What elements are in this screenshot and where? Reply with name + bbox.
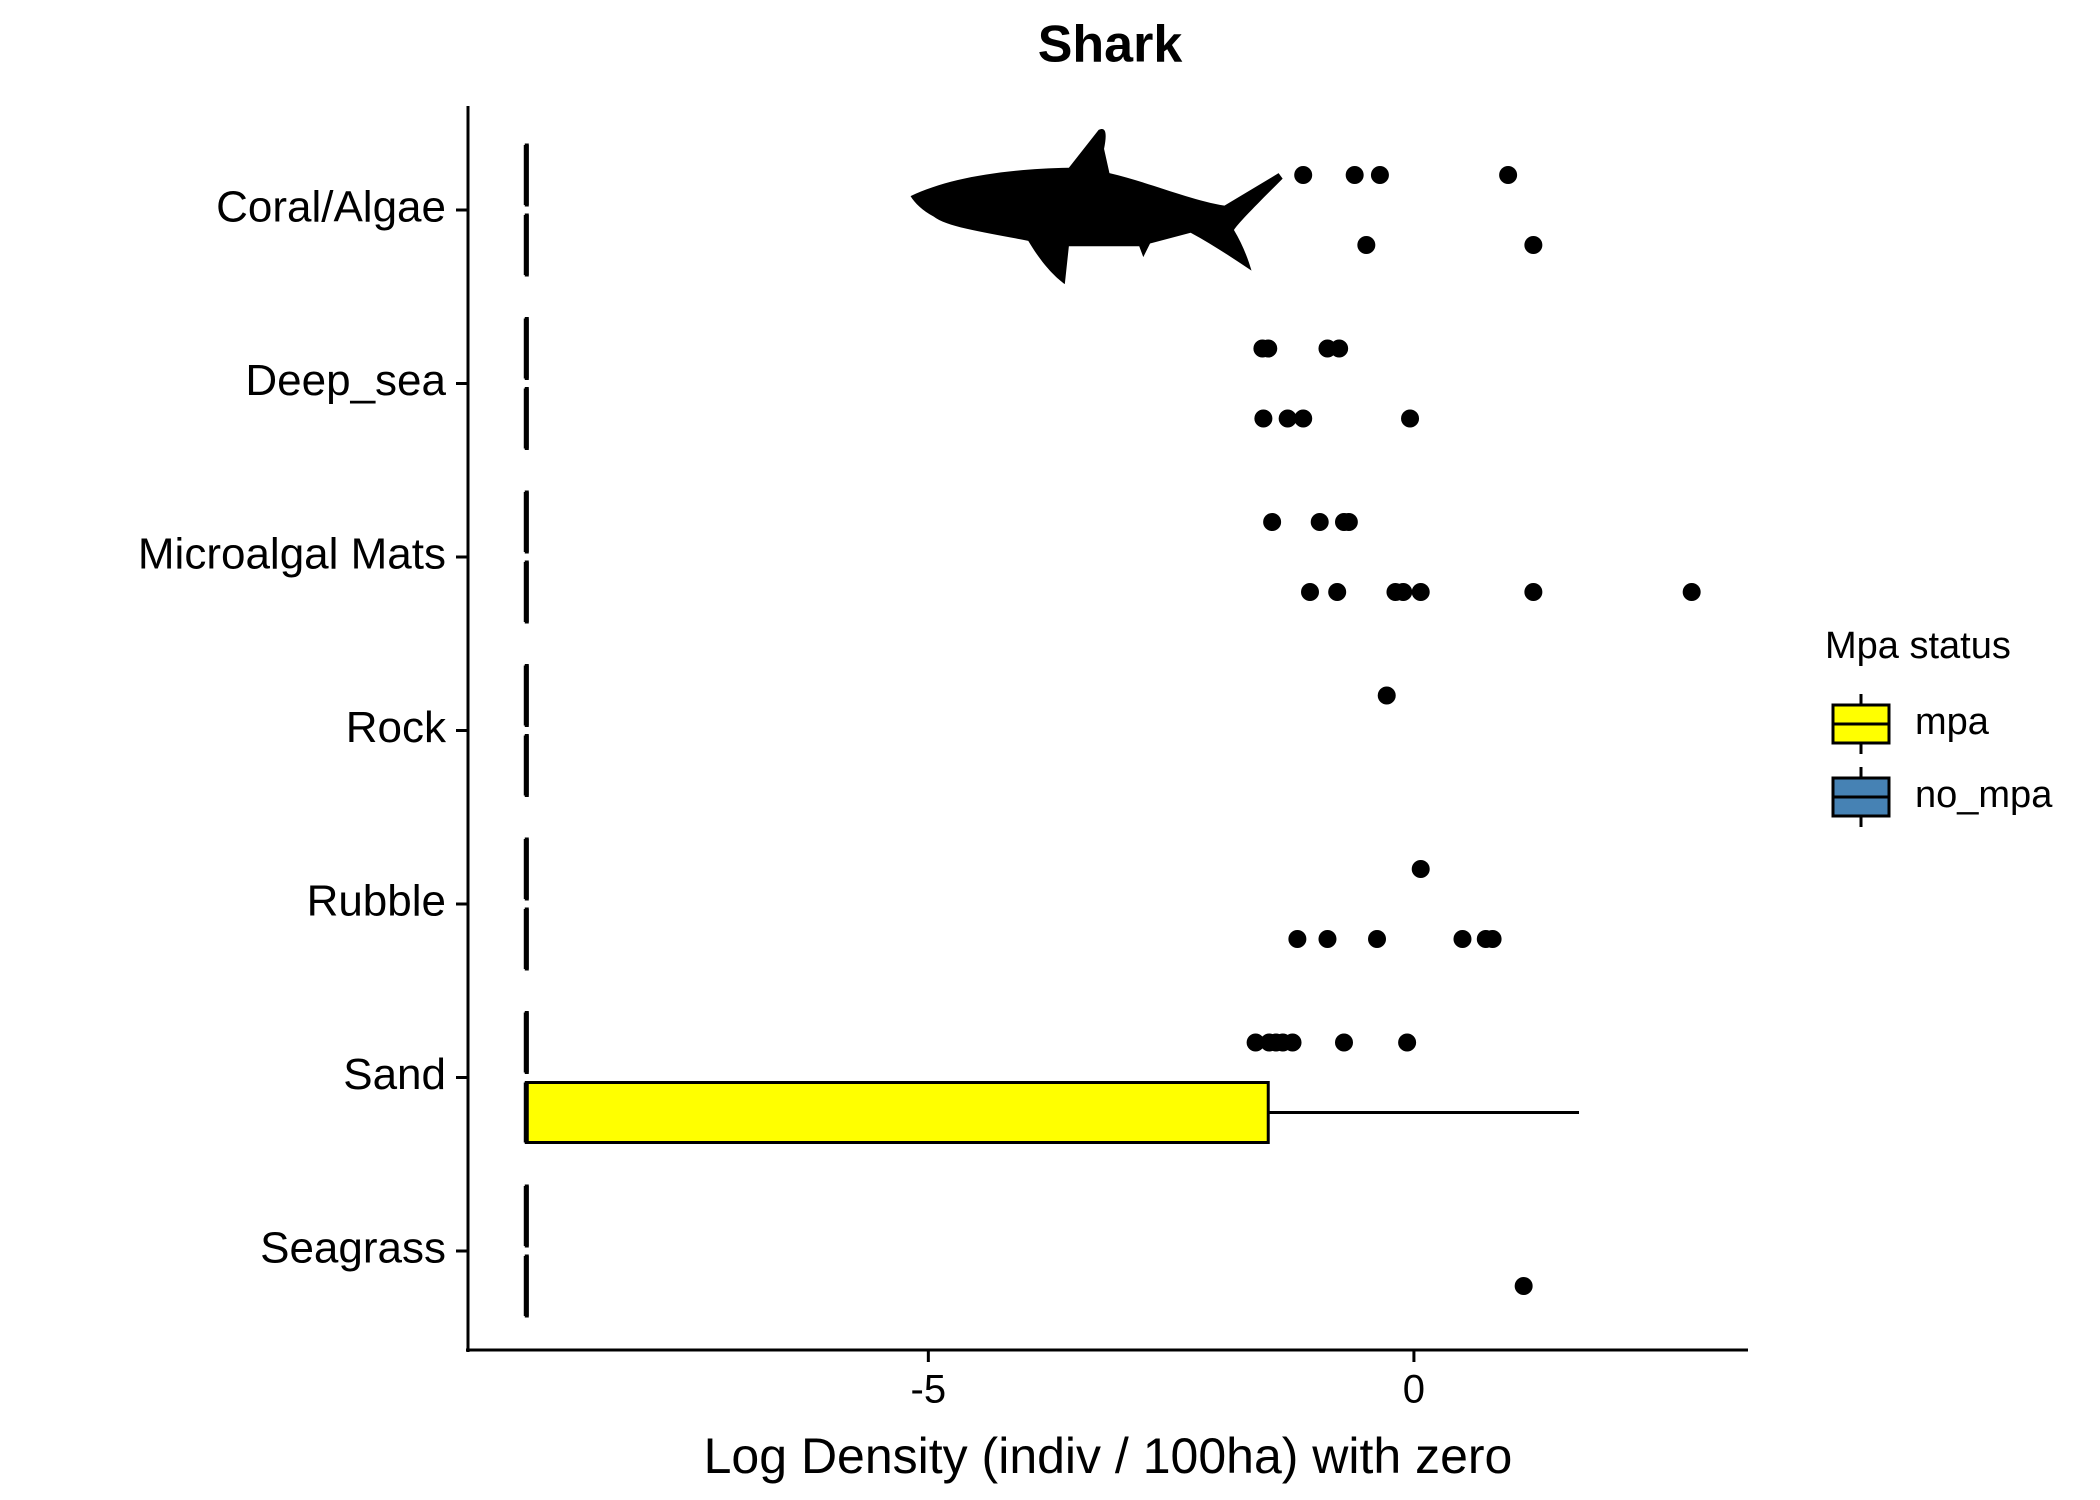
outlier <box>1377 686 1396 705</box>
outlier <box>1278 409 1297 428</box>
outlier <box>1524 583 1543 601</box>
outlier <box>1682 583 1701 601</box>
outlier <box>1483 930 1502 948</box>
outlier <box>1339 513 1358 531</box>
x-tick-label: 0 <box>1403 1368 1425 1412</box>
outlier <box>1294 409 1313 428</box>
legend-label: no_mpa <box>1915 774 2053 816</box>
outlier <box>1401 409 1420 428</box>
outlier <box>1499 166 1518 184</box>
shark-silhouette <box>910 128 1283 285</box>
outlier <box>1453 930 1472 948</box>
legend-label: mpa <box>1915 701 1990 743</box>
outlier <box>1288 930 1307 948</box>
outlier <box>1370 166 1389 184</box>
outlier <box>1259 339 1278 358</box>
outlier <box>1294 166 1313 184</box>
outlier <box>1254 409 1273 428</box>
outlier <box>1246 1033 1265 1052</box>
y-tick-label: Microalgal Mats <box>138 530 446 579</box>
outlier <box>1318 930 1337 948</box>
legend-title: Mpa status <box>1825 625 2011 667</box>
y-tick-label: Rubble <box>307 877 446 926</box>
outlier <box>1301 583 1320 601</box>
x-axis-title: Log Density (indiv / 100ha) with zero <box>704 1428 1513 1484</box>
outlier <box>1328 583 1347 601</box>
box <box>524 1081 1270 1144</box>
y-tick-label: Sand <box>343 1050 446 1099</box>
outlier <box>1394 583 1413 601</box>
outlier <box>1411 860 1430 878</box>
y-tick-label: Rock <box>346 703 447 752</box>
outlier <box>1310 513 1329 531</box>
y-tick-label: Deep_sea <box>245 356 446 405</box>
chart-title: Shark <box>1038 16 1183 74</box>
outlier <box>1263 513 1282 531</box>
outlier <box>1330 339 1349 358</box>
x-tick-label: -5 <box>911 1368 947 1412</box>
outlier <box>1411 583 1430 601</box>
outlier <box>1357 236 1376 254</box>
y-tick-label: Seagrass <box>260 1224 446 1273</box>
outlier <box>1334 1033 1353 1052</box>
y-tick-label: Coral/Algae <box>216 183 446 232</box>
outlier <box>1368 930 1387 948</box>
outlier <box>1524 236 1543 254</box>
outlier <box>1514 1277 1533 1295</box>
outlier <box>1345 166 1364 184</box>
outlier <box>1283 1033 1302 1052</box>
outlier <box>1398 1033 1417 1052</box>
